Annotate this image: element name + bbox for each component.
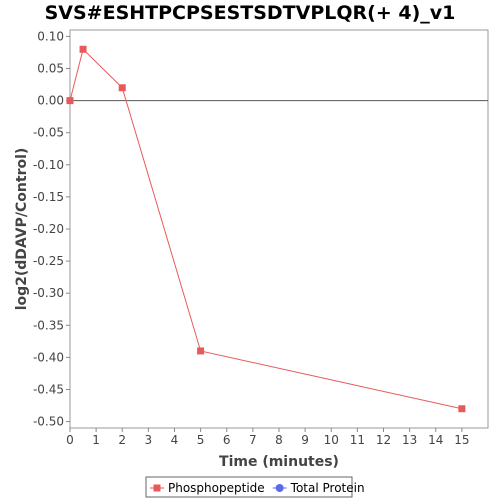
x-tick-label: 4 (171, 433, 179, 447)
data-point (197, 347, 205, 355)
y-tick-label: -0.40 (33, 350, 64, 364)
y-tick-label: -0.15 (33, 190, 64, 204)
x-tick-label: 0 (66, 433, 74, 447)
x-tick-label: 1 (92, 433, 100, 447)
legend-marker-square (153, 484, 161, 492)
legend-box (145, 476, 353, 498)
data-point (458, 405, 466, 413)
y-tick-label: 0.00 (37, 94, 64, 108)
x-tick-label: 12 (376, 433, 391, 447)
y-tick-label: -0.25 (33, 254, 64, 268)
legend-label: Phosphopeptide (168, 481, 265, 495)
data-point (79, 45, 87, 53)
x-tick-label: 8 (275, 433, 283, 447)
y-axis-title: log2(dDAVP/Control) (14, 148, 30, 311)
x-tick-label: 10 (324, 433, 339, 447)
chart-title: SVS#ESHTPCPSESTSDTVPLQR(+ 4)_v1 (44, 2, 456, 24)
legend-marker-circle (275, 484, 284, 492)
y-tick-label: -0.35 (33, 318, 64, 332)
x-tick-label: 15 (454, 433, 469, 447)
x-tick-label: 3 (145, 433, 153, 447)
x-tick-label: 7 (249, 433, 257, 447)
y-tick-label: -0.10 (33, 158, 64, 172)
x-tick-label: 5 (197, 433, 205, 447)
y-tick-label: 0.10 (37, 29, 64, 43)
y-tick-label: -0.05 (33, 126, 64, 140)
x-tick-label: 6 (223, 433, 231, 447)
plot-area (69, 29, 489, 429)
x-tick-label: 9 (301, 433, 309, 447)
y-tick-label: -0.20 (33, 222, 64, 236)
data-point (66, 97, 74, 105)
y-tick-label: -0.30 (33, 286, 64, 300)
x-tick-label: 14 (428, 433, 443, 447)
x-tick-label: 2 (118, 433, 126, 447)
x-tick-label: 13 (402, 433, 417, 447)
y-tick-label: -0.45 (33, 382, 64, 396)
x-tick-label: 11 (350, 433, 365, 447)
y-tick-label: 0.05 (37, 62, 64, 76)
x-axis-title: Time (minutes) (219, 454, 339, 470)
data-point (118, 84, 126, 92)
y-tick-label: -0.50 (33, 415, 64, 429)
legend-label: Total Protein (290, 481, 365, 495)
